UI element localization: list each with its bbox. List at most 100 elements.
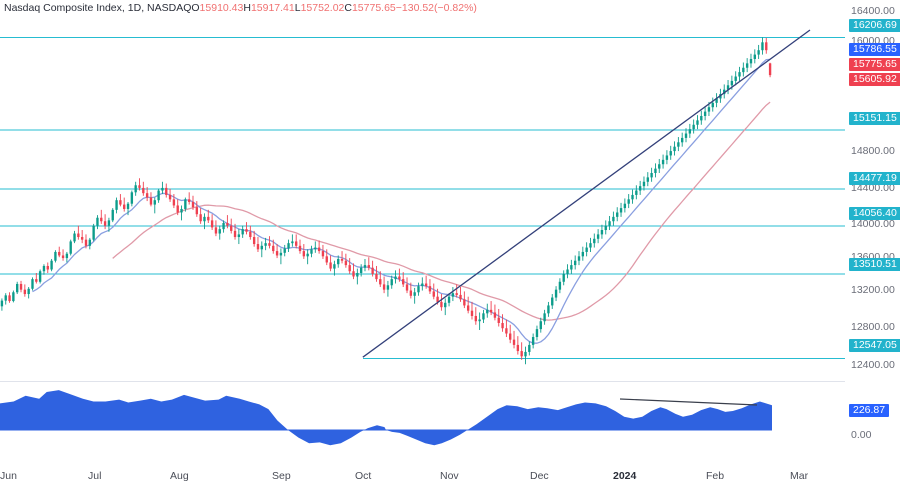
candle-body (631, 194, 634, 200)
candle-body (432, 291, 435, 297)
candle-body (241, 229, 244, 235)
candle-body (684, 133, 688, 138)
candle-body (382, 284, 386, 290)
candle-body (46, 265, 49, 270)
candle-body (428, 286, 432, 292)
candle-body (715, 98, 718, 103)
oscillator-pane[interactable] (0, 384, 845, 464)
candlestick-series[interactable] (0, 37, 772, 365)
candle-body (233, 230, 237, 238)
candle-body (96, 217, 99, 226)
price-axis-badge-level[interactable]: 15151.15 (849, 112, 900, 125)
candle-body (92, 225, 95, 240)
candle-body (673, 146, 676, 152)
candle-body (100, 217, 103, 222)
legend-symbol[interactable]: Nasdaq Composite Index (4, 2, 122, 14)
candle-body (371, 267, 374, 274)
candle-body (654, 168, 657, 174)
candle-body (745, 63, 749, 68)
candle-body (547, 305, 550, 314)
candle-body (436, 296, 439, 302)
candle-body (149, 197, 153, 205)
price-axis-label: 12400.00 (851, 359, 895, 371)
candle-body (203, 216, 206, 222)
candle-body (268, 243, 271, 246)
candle-body (646, 177, 649, 182)
candle-body (115, 200, 118, 210)
candle-body (730, 80, 734, 86)
time-axis-label: Dec (530, 470, 549, 482)
candle-body (126, 203, 130, 209)
time-axis[interactable]: Jun Jul Aug Sep Oct Nov Dec 2024 Feb Mar (0, 465, 900, 488)
candle-body (573, 260, 577, 266)
candle-body (275, 251, 279, 256)
price-axis-badge-level[interactable]: 13510.51 (849, 258, 900, 271)
candle-body (398, 276, 401, 280)
price-axis-badge-last-price[interactable]: 15775.65 (849, 58, 900, 71)
price-axis-badge-level[interactable]: 16206.69 (849, 19, 900, 32)
candle-body (145, 193, 149, 198)
legend-interval[interactable]: 1D (127, 2, 142, 14)
oscillator-axis-badge[interactable]: 226.87 (849, 404, 890, 417)
candle-body (279, 252, 283, 256)
candle-body (172, 199, 176, 206)
candle-body (742, 67, 745, 73)
candle-body (260, 245, 263, 250)
candle-body (566, 269, 569, 274)
price-plot[interactable] (0, 16, 845, 380)
candle-body (119, 200, 122, 205)
candle-body (405, 284, 409, 291)
legend-close-label: C (344, 2, 352, 14)
candle-body (539, 321, 542, 330)
candle-body (681, 137, 684, 143)
candle-body (451, 293, 455, 297)
legend-open-value: 15910.43 (199, 2, 244, 14)
candle-body (512, 339, 516, 345)
oscillator-plot[interactable] (0, 384, 845, 464)
candle-body (600, 230, 604, 235)
price-axis-badge-level[interactable]: 14477.19 (849, 172, 900, 185)
price-axis-badge-indicator[interactable]: 15605.92 (849, 73, 900, 86)
candle-body (703, 111, 707, 116)
candle-body (390, 279, 393, 286)
candle-body (608, 221, 611, 226)
candle-body (535, 329, 539, 338)
candle-body (31, 279, 34, 289)
candle-body (723, 89, 726, 95)
price-axis-label: 14800.00 (851, 145, 895, 157)
candle-body (677, 142, 680, 147)
candle-body (558, 281, 562, 290)
candle-body (337, 258, 340, 265)
candle-body (310, 249, 313, 254)
candle-body (455, 293, 458, 295)
candle-body (218, 229, 221, 234)
candle-body (283, 248, 286, 253)
candle-body (638, 186, 642, 191)
chart-legend[interactable]: Nasdaq Composite Index, 1D, NASDAQO15910… (4, 2, 477, 14)
time-axis-label: Mar (790, 470, 809, 482)
candle-body (325, 256, 328, 263)
price-pane[interactable] (0, 16, 845, 380)
candle-body (593, 238, 596, 244)
price-axis-badge-level[interactable]: 14056.40 (849, 207, 900, 220)
oscillator-divergence-line[interactable] (619, 398, 758, 406)
legend-change-percent: (−0.82%) (434, 2, 477, 14)
price-axis-label: 12800.00 (851, 321, 895, 333)
candle-body (447, 296, 451, 303)
candle-body (765, 42, 768, 51)
candle-body (363, 265, 367, 268)
legend-high-value: 15917.41 (250, 2, 295, 14)
candle-body (168, 194, 172, 200)
price-axis[interactable]: 16400.00 16000.00 14800.00 14400.00 14000.00… (845, 0, 900, 465)
candle-body (562, 273, 565, 282)
trendline-support[interactable] (362, 29, 811, 358)
time-axis-line (0, 465, 845, 466)
candle-body (375, 273, 378, 280)
candle-body (88, 239, 91, 246)
price-axis-badge-level[interactable]: 12547.05 (849, 339, 900, 352)
candle-body (757, 50, 760, 55)
price-axis-badge-indicator[interactable]: 15786.55 (849, 43, 900, 56)
time-axis-label: 2024 (613, 470, 637, 482)
candle-body (577, 256, 581, 261)
